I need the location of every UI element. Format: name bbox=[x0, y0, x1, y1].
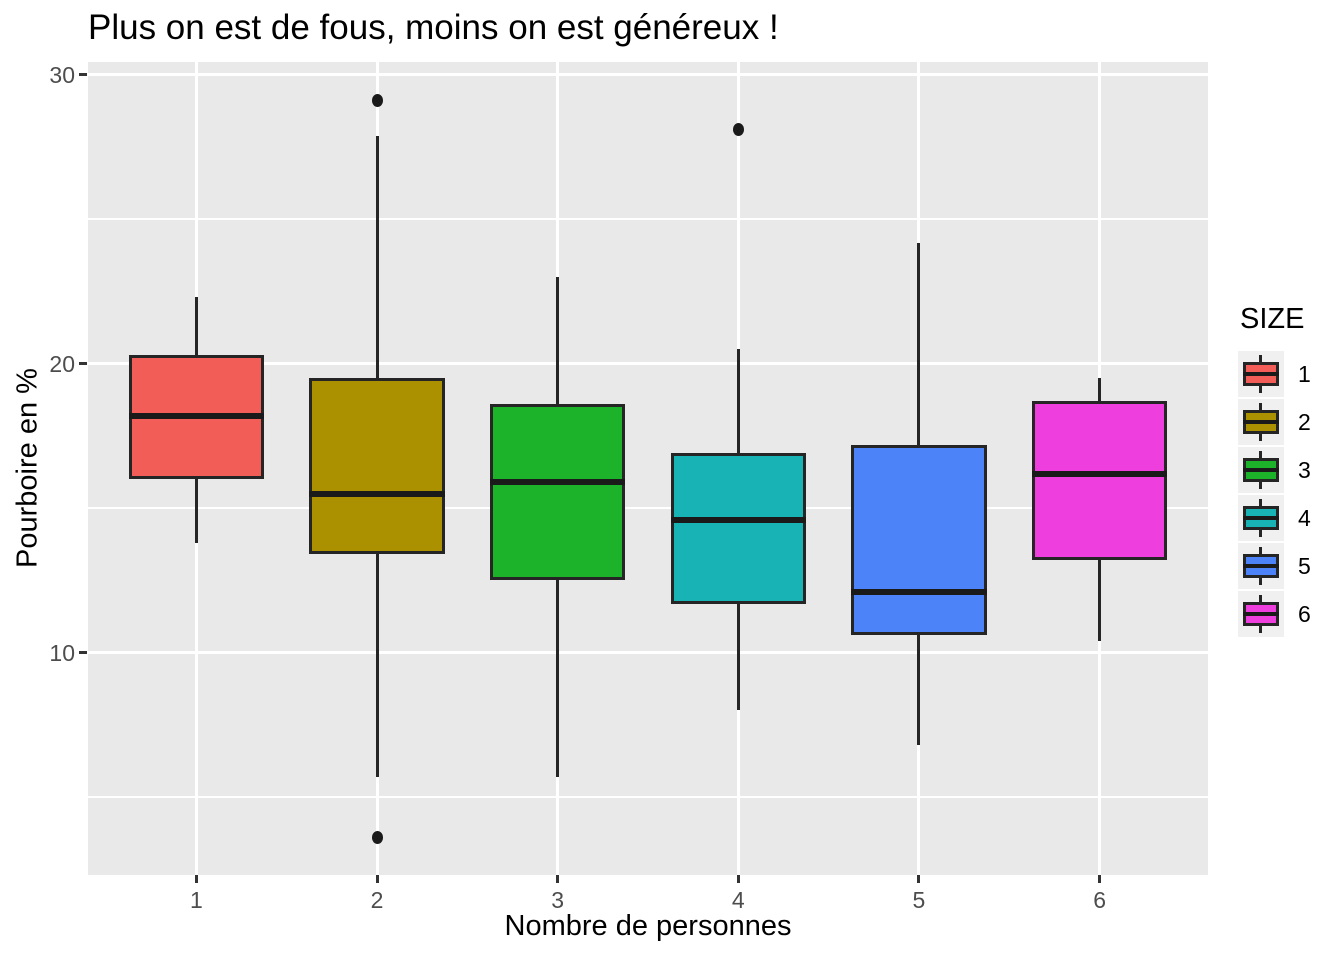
legend-entry: 1 bbox=[1238, 350, 1344, 398]
x-tick-label: 4 bbox=[731, 887, 745, 913]
x-tick-label: 2 bbox=[370, 887, 384, 913]
y-tick-mark bbox=[79, 651, 87, 655]
x-tick-mark bbox=[1098, 875, 1102, 883]
box-rect bbox=[309, 378, 445, 555]
legend: SIZE 1 2 3 4 5 6 bbox=[1238, 303, 1344, 638]
y-tick-label: 20 bbox=[49, 350, 75, 377]
x-tick-mark bbox=[375, 875, 379, 883]
minor-gridline bbox=[88, 218, 1208, 221]
legend-key bbox=[1238, 543, 1284, 589]
minor-gridline bbox=[88, 796, 1208, 799]
legend-entry: 5 bbox=[1238, 542, 1344, 590]
box-rect bbox=[851, 444, 987, 636]
legend-entry: 3 bbox=[1238, 446, 1344, 494]
x-tick-mark bbox=[917, 875, 921, 883]
box-rect bbox=[1031, 401, 1168, 561]
median-line bbox=[489, 479, 626, 486]
major-gridline bbox=[88, 651, 1208, 655]
x-tick-mark bbox=[194, 875, 198, 883]
x-tick-label: 1 bbox=[189, 887, 203, 913]
legend-glyph-median bbox=[1243, 564, 1279, 568]
plot-panel bbox=[88, 62, 1208, 875]
legend-glyph-median bbox=[1243, 612, 1279, 616]
x-axis-title: Nombre de personnes bbox=[504, 910, 792, 942]
legend-label: 1 bbox=[1298, 361, 1311, 387]
legend-key bbox=[1238, 351, 1284, 397]
legend-key bbox=[1238, 495, 1284, 541]
legend-key bbox=[1238, 399, 1284, 445]
legend-label: 5 bbox=[1298, 553, 1311, 579]
box-rect bbox=[670, 453, 807, 604]
outlier-point bbox=[371, 830, 383, 844]
y-tick-label: 30 bbox=[49, 61, 75, 88]
legend-key bbox=[1238, 591, 1284, 637]
x-tick-label: 6 bbox=[1093, 887, 1106, 913]
median-line bbox=[128, 412, 265, 419]
legend-entry: 2 bbox=[1238, 398, 1344, 446]
legend-glyph-median bbox=[1243, 468, 1279, 472]
x-tick-mark bbox=[556, 875, 560, 883]
major-gridline bbox=[88, 73, 1208, 77]
x-tick-label: 5 bbox=[912, 887, 926, 913]
outlier-point bbox=[732, 123, 744, 137]
legend-label: 3 bbox=[1298, 457, 1311, 483]
legend-entry: 4 bbox=[1238, 494, 1344, 542]
legend-label: 4 bbox=[1298, 505, 1311, 531]
legend-title: SIZE bbox=[1240, 303, 1305, 335]
x-tick-label: 3 bbox=[551, 887, 565, 913]
median-line bbox=[309, 490, 445, 497]
legend-glyph-median bbox=[1243, 420, 1279, 424]
legend-label: 2 bbox=[1298, 409, 1311, 435]
legend-glyph-median bbox=[1243, 516, 1279, 520]
median-line bbox=[1031, 470, 1168, 477]
legend-entry: 6 bbox=[1238, 590, 1344, 638]
minor-gridline bbox=[88, 507, 1208, 510]
y-tick-mark bbox=[79, 73, 87, 77]
major-gridline bbox=[88, 362, 1208, 366]
plot-title: Plus on est de fous, moins on est génére… bbox=[88, 8, 779, 47]
median-line bbox=[851, 588, 987, 595]
legend-glyph-median bbox=[1243, 372, 1279, 376]
median-line bbox=[670, 516, 807, 523]
y-tick-mark bbox=[79, 362, 87, 366]
legend-label: 6 bbox=[1298, 601, 1311, 627]
legend-key bbox=[1238, 447, 1284, 493]
y-tick-label: 10 bbox=[49, 639, 75, 666]
legend-entries: 1 2 3 4 5 6 bbox=[1238, 350, 1344, 638]
box-rect bbox=[489, 404, 626, 581]
y-axis-title: Pourboire en % bbox=[11, 368, 44, 568]
outlier-point bbox=[371, 94, 383, 108]
x-tick-mark bbox=[736, 875, 740, 883]
